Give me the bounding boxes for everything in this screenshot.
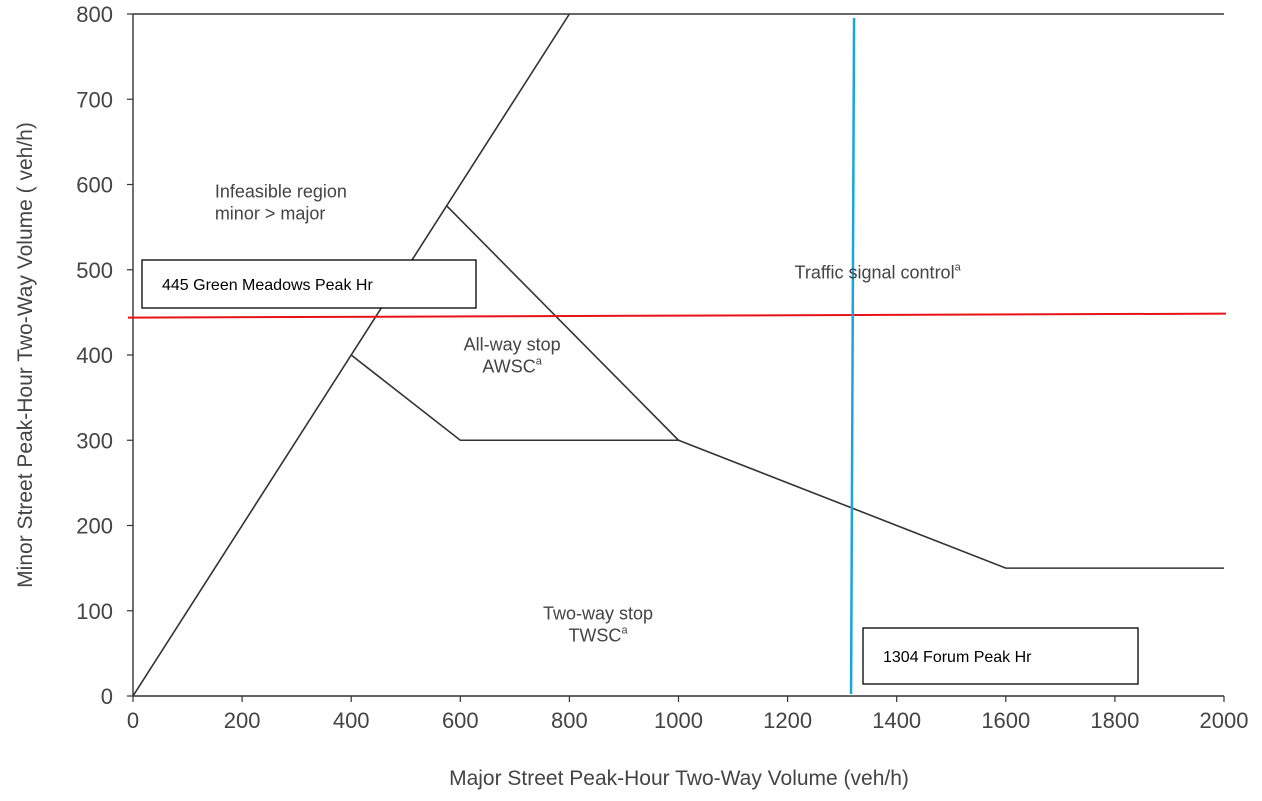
reference-line-green-meadows: [127, 312, 1227, 319]
boundary-lines: [133, 14, 1224, 696]
boundary-signal-twsc-boundary: [678, 439, 1224, 569]
plot-frame: [132, 13, 1224, 697]
callout-boxes: 445 Green Meadows Peak Hr 1304 Forum Peak…: [141, 259, 1139, 685]
y-tick-label: 700: [76, 87, 113, 112]
reference-lines: [127, 17, 1227, 695]
y-tick-label: 800: [76, 2, 113, 27]
callout-label-green-meadows: 445 Green Meadows Peak Hr: [162, 277, 373, 294]
y-axis-label: Minor Street Peak-Hour Two-Way Volume ( …: [14, 122, 37, 588]
footnote-marker: a: [955, 261, 962, 273]
y-tick-label: 400: [76, 343, 113, 368]
x-tick-label: 400: [333, 708, 370, 733]
y-axis-ticks: 0 100 200 300 400 500 600 700 800: [76, 2, 133, 709]
region-label: Traffic signal controla: [795, 261, 962, 282]
callout-label-forum: 1304 Forum Peak Hr: [883, 649, 1032, 666]
x-axis-label: Major Street Peak-Hour Two-Way Volume (v…: [449, 767, 909, 790]
x-tick-label: 1600: [981, 708, 1030, 733]
x-tick-label: 1000: [654, 708, 703, 733]
y-tick-label: 100: [76, 599, 113, 624]
region-label: minor > major: [215, 203, 326, 223]
footnote-marker: a: [536, 356, 543, 368]
x-axis-ticks: 0 200 400 600 800 1000 1200 1400 1600 1800 2000: [127, 696, 1249, 733]
y-tick-label: 500: [76, 258, 113, 283]
footnote-marker: a: [621, 624, 628, 636]
region-label: TWSCa: [568, 624, 628, 645]
region-label: Two-way stop: [543, 603, 653, 623]
callout-box-forum: [862, 627, 1139, 685]
callout-box-green-meadows: [141, 259, 477, 309]
x-tick-label: 1200: [763, 708, 812, 733]
region-label: Infeasible region: [215, 181, 347, 201]
x-tick-label: 1800: [1090, 708, 1139, 733]
x-tick-label: 200: [224, 708, 261, 733]
reference-line-forum: [849, 17, 856, 695]
y-tick-label: 600: [76, 173, 113, 198]
region-label: AWSCa: [482, 356, 542, 377]
y-tick-label: 300: [76, 428, 113, 453]
x-tick-label: 1400: [872, 708, 921, 733]
boundary-awsc-boundary: [350, 205, 681, 442]
x-tick-label: 600: [442, 708, 479, 733]
x-tick-label: 0: [127, 708, 139, 733]
y-tick-label: 0: [101, 684, 113, 709]
x-tick-label: 2000: [1200, 708, 1249, 733]
region-label: All-way stop: [464, 335, 561, 355]
y-tick-label: 200: [76, 514, 113, 539]
x-tick-label: 800: [551, 708, 588, 733]
